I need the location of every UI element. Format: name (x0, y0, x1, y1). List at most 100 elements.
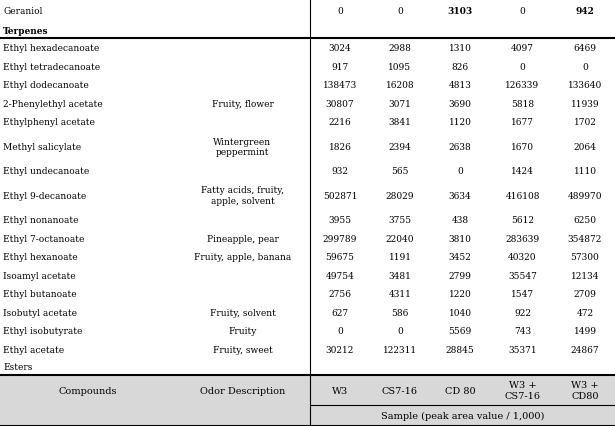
Text: Esters: Esters (3, 363, 33, 371)
Text: 24867: 24867 (571, 345, 599, 354)
Text: 3452: 3452 (448, 253, 472, 262)
Text: Fruity, sweet: Fruity, sweet (213, 345, 272, 354)
Text: 12134: 12134 (571, 271, 599, 280)
Text: 57300: 57300 (571, 253, 600, 262)
Text: 0: 0 (397, 327, 403, 336)
Text: 49754: 49754 (325, 271, 354, 280)
Text: 1499: 1499 (574, 327, 597, 336)
Text: Ethyl undecanoate: Ethyl undecanoate (3, 167, 89, 176)
Text: 5569: 5569 (448, 327, 472, 336)
Text: 3634: 3634 (448, 191, 471, 200)
Text: 35371: 35371 (508, 345, 537, 354)
Text: 1110: 1110 (574, 167, 597, 176)
Text: 0: 0 (520, 63, 525, 72)
Text: 1826: 1826 (328, 143, 351, 152)
Text: 2638: 2638 (448, 143, 471, 152)
Text: 1310: 1310 (448, 44, 472, 53)
Text: 4097: 4097 (511, 44, 534, 53)
Text: 2988: 2988 (389, 44, 411, 53)
Text: 2064: 2064 (574, 143, 597, 152)
Text: Isobutyl acetate: Isobutyl acetate (3, 308, 77, 317)
Text: 438: 438 (451, 216, 469, 225)
Text: Odor Description: Odor Description (200, 386, 285, 394)
Text: 2-Phenylethyl acetate: 2-Phenylethyl acetate (3, 100, 103, 109)
Text: 1702: 1702 (574, 118, 597, 127)
Text: Ethyl hexadecanoate: Ethyl hexadecanoate (3, 44, 99, 53)
Text: 3755: 3755 (389, 216, 411, 225)
Text: 1120: 1120 (448, 118, 472, 127)
Text: 627: 627 (331, 308, 349, 317)
Text: 0: 0 (457, 167, 463, 176)
Text: 4311: 4311 (389, 290, 411, 299)
Text: 1670: 1670 (511, 143, 534, 152)
Text: Ethyl hexanoate: Ethyl hexanoate (3, 253, 77, 262)
Text: 2709: 2709 (574, 290, 597, 299)
Text: 138473: 138473 (323, 81, 357, 90)
Text: 4813: 4813 (448, 81, 472, 90)
Text: Ethyl isobutyrate: Ethyl isobutyrate (3, 327, 82, 336)
Text: Fruity, apple, banana: Fruity, apple, banana (194, 253, 291, 262)
Text: 35547: 35547 (508, 271, 537, 280)
Text: Methyl salicylate: Methyl salicylate (3, 143, 81, 152)
Text: Isoamyl acetate: Isoamyl acetate (3, 271, 76, 280)
Text: 22040: 22040 (386, 234, 415, 243)
Text: 11939: 11939 (571, 100, 599, 109)
Text: 6250: 6250 (574, 216, 597, 225)
Text: Ethyl tetradecanoate: Ethyl tetradecanoate (3, 63, 100, 72)
Text: 3481: 3481 (389, 271, 411, 280)
Text: 133640: 133640 (568, 81, 602, 90)
Text: 0: 0 (337, 327, 343, 336)
Text: 565: 565 (391, 167, 409, 176)
Text: Fruity: Fruity (228, 327, 256, 336)
Text: 30807: 30807 (326, 100, 354, 109)
Text: 3103: 3103 (447, 7, 472, 16)
Text: 0: 0 (582, 63, 588, 72)
Text: 2394: 2394 (389, 143, 411, 152)
Bar (0, 375, 615, 426)
Text: 122311: 122311 (383, 345, 417, 354)
Text: 3810: 3810 (448, 234, 472, 243)
Text: 917: 917 (331, 63, 349, 72)
Text: 3024: 3024 (328, 44, 351, 53)
Text: Compounds: Compounds (58, 386, 117, 394)
Text: 1040: 1040 (448, 308, 472, 317)
Text: 942: 942 (576, 7, 595, 16)
Text: W3 +
CD80: W3 + CD80 (571, 380, 599, 400)
Text: Ethyl nonanoate: Ethyl nonanoate (3, 216, 79, 225)
Text: Fruity, solvent: Fruity, solvent (210, 308, 276, 317)
Text: 1220: 1220 (448, 290, 471, 299)
Text: 1547: 1547 (511, 290, 534, 299)
Text: W3 +
CS7-16: W3 + CS7-16 (504, 380, 541, 400)
Text: 3690: 3690 (448, 100, 472, 109)
Text: 3955: 3955 (328, 216, 352, 225)
Text: 489970: 489970 (568, 191, 602, 200)
Text: Pineapple, pear: Pineapple, pear (207, 234, 279, 243)
Text: 3071: 3071 (389, 100, 411, 109)
Text: 416108: 416108 (506, 191, 540, 200)
Text: 0: 0 (337, 7, 343, 16)
Text: Geraniol: Geraniol (3, 7, 42, 16)
Text: 2216: 2216 (328, 118, 351, 127)
Text: 59675: 59675 (325, 253, 354, 262)
Text: 28029: 28029 (386, 191, 415, 200)
Text: 1677: 1677 (511, 118, 534, 127)
Text: CS7-16: CS7-16 (382, 386, 418, 394)
Text: 826: 826 (451, 63, 469, 72)
Text: 283639: 283639 (506, 234, 539, 243)
Text: Ethyl 9-decanoate: Ethyl 9-decanoate (3, 191, 86, 200)
Text: Ethyl 7-octanoate: Ethyl 7-octanoate (3, 234, 84, 243)
Text: CD 80: CD 80 (445, 386, 475, 394)
Text: Terpenes: Terpenes (3, 27, 49, 36)
Text: 1095: 1095 (389, 63, 411, 72)
Text: 5612: 5612 (511, 216, 534, 225)
Text: 472: 472 (576, 308, 593, 317)
Text: Ethyl acetate: Ethyl acetate (3, 345, 64, 354)
Text: 932: 932 (331, 167, 349, 176)
Text: 16208: 16208 (386, 81, 415, 90)
Text: Sample (peak area value / 1,000): Sample (peak area value / 1,000) (381, 411, 544, 420)
Text: Ethyl butanoate: Ethyl butanoate (3, 290, 77, 299)
Text: 6469: 6469 (574, 44, 597, 53)
Text: Ethylphenyl acetate: Ethylphenyl acetate (3, 118, 95, 127)
Text: Fruity, flower: Fruity, flower (212, 100, 274, 109)
Text: 40320: 40320 (508, 253, 537, 262)
